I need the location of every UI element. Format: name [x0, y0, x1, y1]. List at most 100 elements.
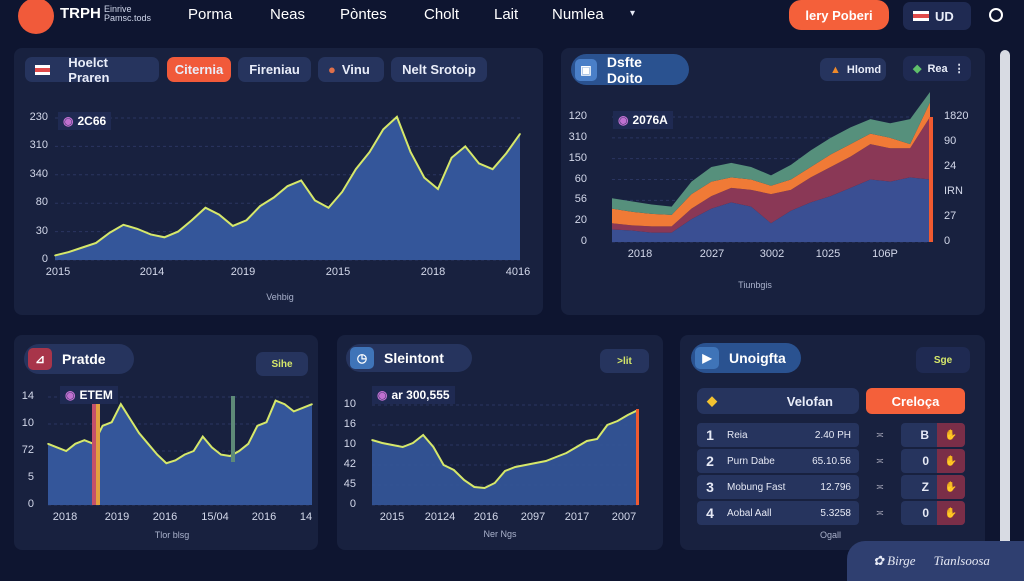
tab-label: Hoelct Praren	[68, 54, 110, 85]
data-point	[450, 156, 453, 159]
panel-action[interactable]: Sge	[916, 347, 970, 373]
panel-action[interactable]: Sihe	[256, 352, 308, 376]
data-point	[396, 116, 398, 118]
avatar-icon: ◉	[63, 114, 74, 128]
nav-item[interactable]: Cholt	[424, 6, 460, 23]
tab-2[interactable]: Fireniau	[238, 57, 311, 82]
logo-icon[interactable]	[18, 0, 54, 34]
title-text: Sleintont	[384, 350, 444, 366]
scrollbar[interactable]	[1000, 50, 1010, 546]
top-nav: TRPH Einrive Pamsc.tods Porma Neas Pònte…	[0, 0, 1024, 34]
bottom-tab-1[interactable]: ✿ Birge	[873, 553, 916, 569]
nav-item[interactable]: Numlea	[552, 6, 604, 23]
nav-item[interactable]: Neas	[270, 6, 306, 23]
data-point	[47, 443, 49, 445]
data-point	[491, 168, 494, 170]
button-label: Rea	[927, 62, 948, 75]
y-tick-label: 42	[343, 458, 356, 470]
nav-item[interactable]: Lait	[494, 6, 519, 23]
tab-4[interactable]: Nelt Srotoip	[391, 57, 487, 82]
data-point	[273, 196, 275, 199]
table-row[interactable]: 1 Reia 2.40 PH ≍ B ✋	[697, 423, 967, 447]
tab-label: Birge	[887, 553, 916, 568]
tab-1-active[interactable]: Citernia	[167, 57, 231, 82]
chevron-down-icon[interactable]: ▾	[630, 8, 636, 19]
column-header-2[interactable]: Creloça	[866, 388, 965, 414]
x-tick-label: 2017	[564, 511, 590, 523]
nav-item[interactable]: Porma	[188, 6, 233, 23]
data-point	[174, 459, 177, 462]
tab-3[interactable]: ● Vinu	[318, 57, 384, 82]
y-tick-label: 45	[343, 478, 356, 490]
x-tick-label: 2016	[473, 511, 499, 523]
y-tick-label: 310	[568, 130, 587, 143]
rank: 4	[706, 505, 714, 521]
action-icon[interactable]: ✋	[937, 475, 965, 499]
panel-title: ◷ Sleintont	[346, 344, 472, 372]
data-point	[483, 487, 486, 489]
panel-title: ⊿ Pratde	[24, 344, 134, 374]
data-point	[238, 450, 240, 452]
badge-text: ar 300,555	[391, 388, 450, 402]
y-tick-label: 60	[574, 172, 587, 185]
options-button[interactable]: ◆ Rea ⋮	[903, 56, 971, 81]
data-point	[190, 219, 193, 222]
action-icon[interactable]: ✋	[937, 423, 965, 447]
y-tick-label: 340	[29, 167, 48, 180]
brand-name: TRPH	[60, 5, 101, 22]
y-tick-label: 5	[27, 471, 34, 483]
brand-subtitle: Einrive Pamsc.tods	[104, 4, 152, 23]
action-icon[interactable]: ✋	[937, 501, 965, 525]
x-tick-label: 14	[299, 511, 313, 523]
data-point	[382, 128, 385, 131]
currency-selector[interactable]: UD	[903, 2, 971, 30]
y-tick-label: 230	[29, 111, 48, 123]
chart-badge: ◉ ETEM	[60, 386, 118, 404]
area-fill	[48, 400, 312, 505]
row-value: 65.10.56	[812, 455, 851, 467]
y-tick-label: 150	[568, 151, 587, 164]
x-tick-label: 15/04	[201, 511, 229, 523]
x-tick-label: 2027	[699, 248, 725, 260]
cta-button[interactable]: lery Poberi	[789, 0, 889, 30]
data-point	[283, 403, 286, 406]
highlight-bar	[231, 396, 235, 462]
panel-action[interactable]: >lit	[600, 349, 649, 373]
nav-item[interactable]: Pòntes	[340, 6, 387, 23]
data-point	[286, 185, 289, 187]
filter-button[interactable]: ▲ Hlomd	[820, 58, 886, 81]
table-row[interactable]: 2 Purn Dabe 65.10.56 ≍ 0 ✋	[697, 449, 967, 473]
chart-badge: ◉ ar 300,555	[372, 386, 455, 404]
data-point	[204, 206, 207, 209]
leaderboard-rows: 1 Reia 2.40 PH ≍ B ✋ 2 Purn Dabe 65.10.56 ≍ 0 ✋ 3 Mob…	[697, 423, 967, 527]
table-row[interactable]: 4 Aobal Aall 5.3258 ≍ 0 ✋	[697, 501, 967, 525]
column-header-1[interactable]: ◆ Velofan	[697, 388, 859, 414]
data-point	[519, 133, 521, 135]
table-row[interactable]: 3 Mobung Fast 12.796 ≍ Z ✋	[697, 475, 967, 499]
y-tick-label: 20	[574, 214, 587, 227]
data-point	[504, 470, 506, 472]
data-point	[147, 443, 149, 445]
data-point	[247, 443, 250, 445]
current-marker	[636, 409, 639, 505]
data-point	[391, 444, 394, 446]
bottom-tab-2[interactable]: Tianlsoosa	[933, 553, 990, 568]
settings-icon[interactable]	[989, 8, 1003, 22]
tab-0[interactable]: Hoelct Praren	[25, 54, 159, 85]
badge-text: ETEM	[79, 388, 113, 402]
data-point	[555, 456, 557, 458]
x-tick-label: 20124	[424, 511, 456, 523]
row-name: Purn Dabe	[727, 455, 775, 467]
more-icon[interactable]: ⋮	[953, 63, 965, 75]
data-point	[596, 438, 598, 440]
data-point	[110, 421, 113, 424]
x-tick-label: 2015	[325, 266, 351, 278]
data-point	[453, 469, 455, 471]
chart-badge: ◉ 2076A	[613, 111, 673, 129]
table-footer[interactable]: Ogall	[820, 530, 842, 540]
action-icon[interactable]: ✋	[937, 449, 965, 473]
avatar-icon: ◉	[65, 388, 76, 402]
data-point	[464, 145, 467, 148]
